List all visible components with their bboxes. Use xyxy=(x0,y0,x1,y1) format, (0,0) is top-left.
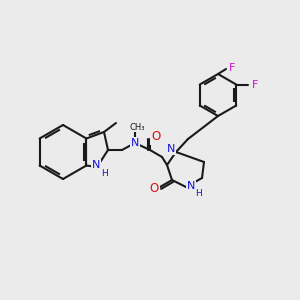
Text: H: H xyxy=(196,190,202,199)
Text: N: N xyxy=(131,138,139,148)
Text: O: O xyxy=(152,130,160,143)
Text: N: N xyxy=(92,160,100,170)
Text: H: H xyxy=(102,169,108,178)
Text: F: F xyxy=(252,80,258,89)
Text: N: N xyxy=(187,181,195,191)
Text: F: F xyxy=(229,63,235,73)
Text: CH₃: CH₃ xyxy=(129,122,145,131)
Text: N: N xyxy=(167,144,175,154)
Text: O: O xyxy=(149,182,159,194)
